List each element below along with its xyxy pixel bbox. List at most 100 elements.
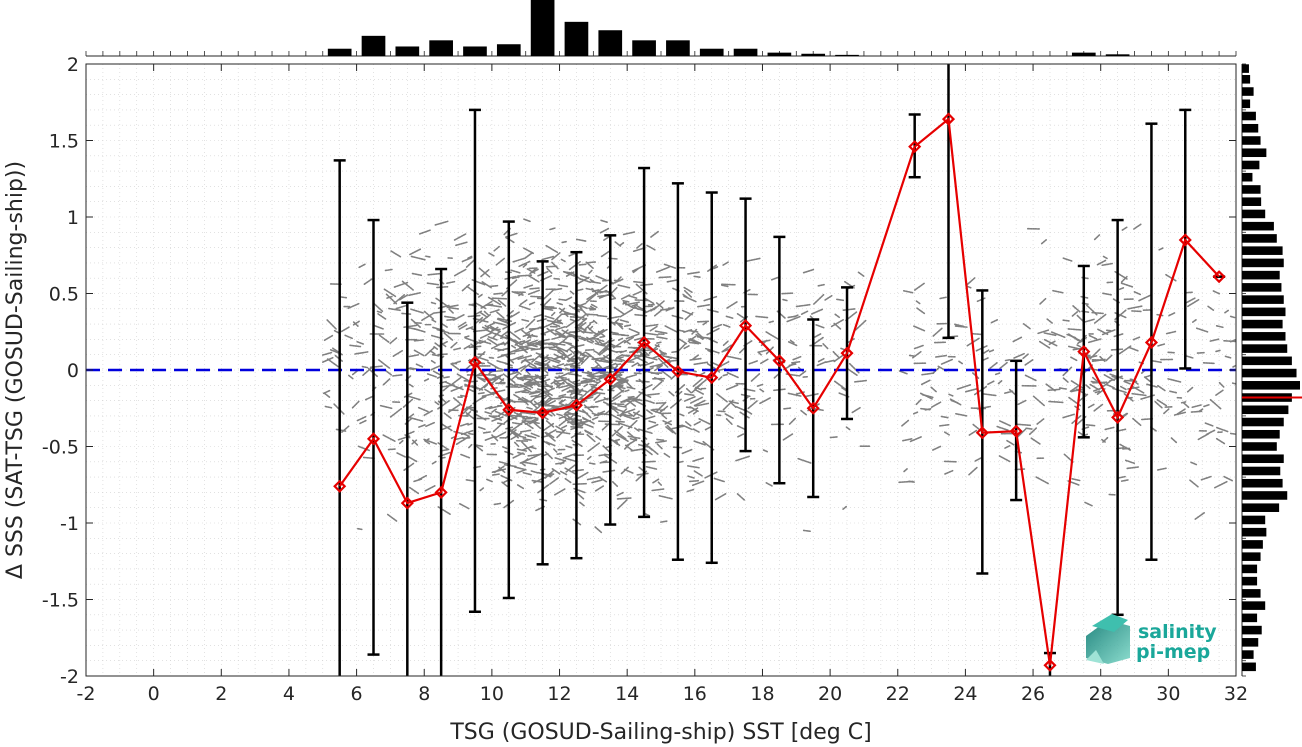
- scatter-point: [971, 332, 984, 336]
- scatter-point: [444, 381, 458, 389]
- scatter-point: [1131, 385, 1145, 394]
- scatter-point: [842, 505, 848, 510]
- scatter-point: [494, 410, 508, 417]
- scatter-point: [482, 431, 492, 434]
- x-axis-ticks: -2 0 2 4 6 8 10 12 14 16 18 20 22 24 26 28 30 32: [77, 64, 1248, 705]
- scatter-point: [833, 354, 844, 363]
- scatter-point: [1043, 332, 1057, 337]
- scatter-point: [492, 321, 507, 327]
- scatter-point: [722, 323, 732, 329]
- scatter-point: [634, 427, 640, 432]
- scatter-point: [553, 448, 558, 454]
- scatter-point: [525, 329, 534, 335]
- scatter-point: [1083, 318, 1095, 323]
- scatter-point: [721, 348, 729, 353]
- scatter-point: [1224, 309, 1230, 314]
- scatter-point: [631, 303, 639, 307]
- scatter-point: [486, 322, 496, 328]
- scatter-point: [1231, 382, 1236, 385]
- scatter-point: [523, 359, 537, 368]
- scatter-point: [563, 416, 572, 421]
- scatter-point: [1131, 310, 1143, 313]
- mean-point: [400, 496, 414, 510]
- scatter-point: [643, 332, 659, 336]
- scatter-point: [324, 405, 333, 409]
- scatter-point: [1191, 404, 1203, 409]
- scatter-point: [389, 337, 398, 345]
- scatter-point: [686, 465, 700, 469]
- x-tick-label: 26: [1021, 683, 1045, 705]
- scatter-point: [408, 395, 422, 401]
- scatter-point: [611, 425, 623, 437]
- scatter-point: [552, 323, 561, 328]
- mean-line: [338, 116, 1220, 666]
- scatter-point: [594, 526, 603, 534]
- scatter-point: [854, 319, 867, 331]
- scatter-point: [483, 310, 490, 317]
- right-hist-bar: [1242, 429, 1280, 439]
- scatter-point: [912, 411, 919, 415]
- scatter-point: [724, 413, 734, 420]
- scatter-point: [553, 355, 564, 360]
- scatter-point: [594, 485, 605, 492]
- right-hist-bar: [1242, 515, 1266, 525]
- right-hist-bar: [1242, 332, 1286, 341]
- scatter-point: [656, 443, 663, 450]
- scatter-point: [522, 438, 532, 441]
- x-tick-label: 24: [953, 683, 977, 705]
- scatter-point: [561, 385, 573, 392]
- scatter-point: [437, 353, 449, 356]
- scatter-point: [1058, 387, 1068, 390]
- scatter-point: [619, 308, 634, 318]
- scatter-point: [782, 433, 794, 441]
- scatter-point: [1069, 385, 1080, 393]
- x-tick-label: 12: [547, 683, 571, 705]
- scatter-point: [589, 383, 598, 387]
- scatter-point: [564, 406, 573, 411]
- scatter-point: [593, 393, 601, 401]
- top-hist-bar: [361, 35, 386, 56]
- x-axis-label: TSG (GOSUD-Sailing-ship) SST [deg C]: [449, 720, 871, 745]
- scatter-point: [430, 359, 436, 364]
- scatter-point: [585, 313, 599, 316]
- scatter-point: [401, 280, 414, 291]
- scatter-point: [726, 355, 742, 360]
- scatter-point: [1093, 233, 1101, 241]
- right-hist-bar: [1242, 295, 1284, 304]
- scatter-point: [595, 397, 609, 403]
- scatter-point: [568, 348, 575, 355]
- scatter-point: [1052, 289, 1064, 294]
- scatter-point: [594, 339, 600, 345]
- scatter-point: [939, 296, 947, 300]
- scatter-point: [999, 361, 1009, 370]
- mean-point: [603, 372, 617, 386]
- scatter-point: [659, 308, 670, 311]
- scatter-point: [408, 291, 422, 297]
- scatter-point: [552, 404, 565, 411]
- scatter-point: [677, 424, 684, 427]
- scatter-point: [644, 448, 653, 456]
- scatter-point: [1085, 384, 1091, 390]
- x-tick-label: 22: [886, 683, 910, 705]
- scatter-point: [663, 263, 677, 269]
- scatter-point: [504, 275, 517, 280]
- scatter-point: [477, 426, 486, 431]
- scatter-point: [1209, 338, 1220, 342]
- scatter-point: [1151, 360, 1163, 364]
- scatter-point: [524, 251, 534, 259]
- scatter-point: [493, 465, 505, 474]
- scatter-point: [616, 497, 632, 500]
- scatter-point: [1062, 377, 1069, 383]
- scatter-point: [750, 373, 761, 382]
- scatter-point: [599, 227, 610, 234]
- right-hist-bar: [1242, 454, 1284, 464]
- scatter-point: [1102, 292, 1112, 296]
- scatter-point: [468, 443, 474, 449]
- scatter-point: [589, 278, 595, 283]
- right-hist-bar: [1242, 589, 1261, 598]
- scatter-point: [1126, 466, 1140, 470]
- right-hist-bar: [1242, 172, 1253, 182]
- scatter-point: [333, 329, 340, 334]
- scatter-point: [383, 288, 397, 298]
- scatter-point: [484, 411, 493, 415]
